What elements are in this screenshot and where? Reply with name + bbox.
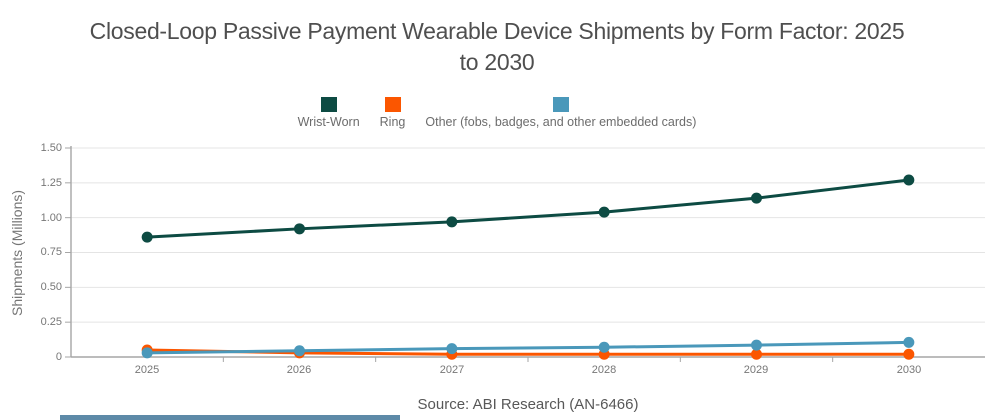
legend-swatch-ring: [384, 97, 401, 112]
horizontal-scrollbar-thumb[interactable]: [60, 415, 400, 420]
legend-swatch-other: [552, 97, 569, 112]
data-point-wrist-worn-2026[interactable]: [294, 223, 305, 235]
x-tick-label: 2027: [439, 364, 465, 376]
legend-label-ring: Ring: [379, 115, 406, 129]
y-tick-label: 0.50: [40, 281, 62, 293]
data-point-other-2026[interactable]: [294, 345, 305, 357]
legend-item-ring[interactable]: Ring: [379, 97, 406, 129]
data-point-ring-2029[interactable]: [751, 348, 762, 360]
x-tick-label: 2026: [286, 364, 312, 376]
data-point-other-2029[interactable]: [751, 339, 762, 351]
legend-label-wrist-worn: Wrist-Worn: [297, 115, 360, 129]
data-point-other-2025[interactable]: [141, 347, 153, 359]
y-tick-label: 0: [55, 351, 62, 363]
chart-title-line2: to 2030: [459, 49, 535, 75]
legend-swatch-wrist-worn: [320, 97, 337, 112]
data-point-wrist-worn-2030[interactable]: [903, 174, 915, 186]
data-point-wrist-worn-2027[interactable]: [446, 216, 458, 228]
data-point-wrist-worn-2028[interactable]: [598, 206, 610, 218]
y-tick-label: 1.50: [40, 142, 62, 154]
y-tick-label: 0.25: [40, 316, 62, 328]
y-tick-label: 0.75: [40, 246, 62, 258]
legend-item-wrist-worn[interactable]: Wrist-Worn: [298, 97, 360, 129]
y-tick-label: 1.00: [40, 212, 62, 224]
chart-title-line1: Closed-Loop Passive Payment Wearable Dev…: [89, 18, 905, 44]
chart-title: Closed-Loop Passive Payment Wearable Dev…: [17, 16, 977, 78]
y-tick-label: 1.25: [40, 177, 62, 189]
data-point-other-2030[interactable]: [903, 336, 915, 348]
data-point-other-2028[interactable]: [598, 341, 610, 353]
data-point-ring-2030[interactable]: [903, 348, 915, 360]
source-caption: Source: ABI Research (AN-6466): [417, 396, 639, 413]
series-line-other: [147, 340, 909, 355]
series-line-wrist-worn: [147, 178, 910, 239]
legend-item-other[interactable]: Other (fobs, badges, and other embedded …: [425, 97, 696, 129]
legend-label-other: Other (fobs, badges, and other embedded …: [425, 115, 697, 129]
legend: Wrist-Worn Ring Other (fobs, badges, and…: [0, 97, 994, 129]
x-tick-label: 2028: [591, 364, 617, 376]
x-tick-label: 2029: [743, 364, 769, 376]
x-tick-label: 2030: [896, 364, 922, 376]
data-point-other-2027[interactable]: [446, 343, 458, 355]
data-point-wrist-worn-2025[interactable]: [141, 231, 153, 243]
x-tick-label: 2025: [134, 364, 160, 376]
data-point-wrist-worn-2029[interactable]: [751, 192, 762, 204]
